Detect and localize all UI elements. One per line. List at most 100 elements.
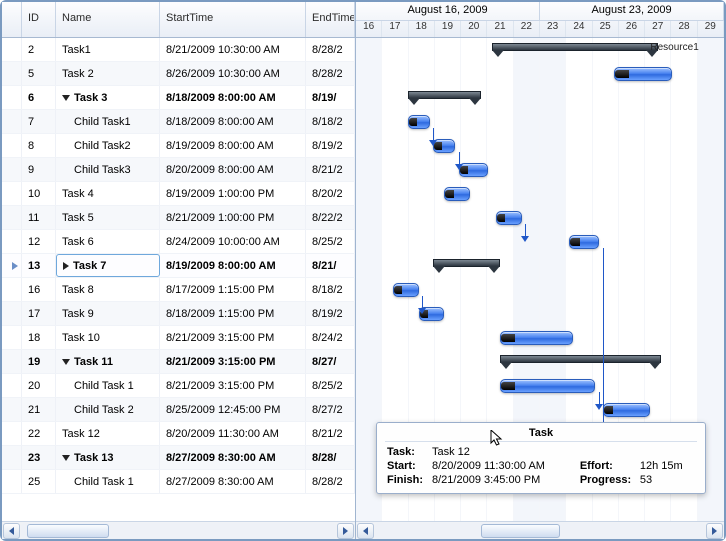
table-row[interactable]: 22Task 128/20/2009 11:30:00 AM8/21/2 — [2, 422, 355, 446]
table-row[interactable]: 20Child Task 18/21/2009 3:15:00 PM8/25/2 — [2, 374, 355, 398]
cell-end: 8/28/2 — [306, 470, 355, 493]
cell-id: 20 — [22, 374, 56, 397]
table-row[interactable]: 13Task 78/19/2009 8:00:00 AM8/21/ — [2, 254, 355, 278]
task-bar[interactable] — [603, 403, 651, 417]
cell-start: 8/21/2009 3:15:00 PM — [160, 326, 306, 349]
cell-name[interactable]: Task 7 — [56, 254, 160, 277]
cell-end: 8/25/2 — [306, 374, 355, 397]
cell-name[interactable]: Child Task2 — [56, 134, 160, 157]
cell-name[interactable]: Child Task 2 — [56, 398, 160, 421]
task-bar[interactable] — [444, 187, 470, 201]
cell-name[interactable]: Task1 — [56, 38, 160, 61]
timeline-row — [356, 86, 724, 110]
expand-icon[interactable] — [62, 359, 70, 365]
summary-bar[interactable] — [433, 259, 499, 267]
task-tooltip: Task Task: Task 12 Start: 8/20/2009 11:3… — [376, 422, 706, 494]
row-marker — [2, 182, 22, 205]
cell-end: 8/18/2 — [306, 278, 355, 301]
summary-bar[interactable] — [500, 355, 662, 363]
expand-icon[interactable] — [62, 455, 70, 461]
task-bar[interactable] — [408, 115, 430, 129]
col-end[interactable]: EndTime — [306, 2, 355, 37]
cell-name[interactable]: Task 10 — [56, 326, 160, 349]
cell-name[interactable]: Child Task3 — [56, 158, 160, 181]
cell-name[interactable]: Task 13 — [56, 446, 160, 469]
grid-hscrollbar[interactable] — [2, 521, 355, 539]
cell-end: 8/21/2 — [306, 158, 355, 181]
table-row[interactable]: 21Child Task 28/25/2009 12:45:00 PM8/27/… — [2, 398, 355, 422]
table-row[interactable]: 9Child Task38/20/2009 8:00:00 AM8/21/2 — [2, 158, 355, 182]
cell-name[interactable]: Task 2 — [56, 62, 160, 85]
cell-name[interactable]: Task 5 — [56, 206, 160, 229]
task-bar[interactable] — [614, 67, 673, 81]
scroll-right-button[interactable] — [706, 523, 723, 539]
row-marker — [2, 398, 22, 421]
tooltip-finish: 8/21/2009 3:45:00 PM — [430, 473, 578, 487]
table-row[interactable]: 18Task 108/21/2009 3:15:00 PM8/24/2 — [2, 326, 355, 350]
dependency-link — [433, 128, 434, 140]
summary-bar[interactable] — [492, 43, 658, 51]
expand-icon[interactable] — [62, 95, 70, 101]
cell-name[interactable]: Child Task 1 — [56, 374, 160, 397]
cell-name[interactable]: Task 3 — [56, 86, 160, 109]
cell-name[interactable]: Task 9 — [56, 302, 160, 325]
dependency-arrow-icon — [521, 236, 529, 242]
scroll-right-button[interactable] — [337, 523, 354, 539]
task-bar[interactable] — [500, 331, 574, 345]
col-id[interactable]: ID — [22, 2, 56, 37]
table-row[interactable]: 5Task 28/26/2009 10:30:00 AM8/28/2 — [2, 62, 355, 86]
cell-name[interactable]: Task 6 — [56, 230, 160, 253]
dependency-link — [525, 224, 526, 236]
table-row[interactable]: 8Child Task28/19/2009 8:00:00 AM8/19/2 — [2, 134, 355, 158]
grid-body[interactable]: 2Task18/21/2009 10:30:00 AM8/28/25Task 2… — [2, 38, 355, 521]
timeline-row — [356, 254, 724, 278]
task-bar[interactable] — [496, 211, 522, 225]
task-bar[interactable] — [569, 235, 598, 249]
day-label: 24 — [566, 21, 592, 37]
table-row[interactable]: 12Task 68/24/2009 10:00:00 AM8/25/2 — [2, 230, 355, 254]
cell-name[interactable]: Child Task1 — [56, 110, 160, 133]
table-row[interactable]: 19Task 118/21/2009 3:15:00 PM8/27/ — [2, 350, 355, 374]
scroll-track[interactable] — [375, 523, 705, 539]
scroll-left-button[interactable] — [357, 523, 374, 539]
col-start[interactable]: StartTime — [160, 2, 306, 37]
table-row[interactable]: 7Child Task18/18/2009 8:00:00 AM8/18/2 — [2, 110, 355, 134]
cell-start: 8/27/2009 8:30:00 AM — [160, 446, 306, 469]
table-row[interactable]: 23Task 138/27/2009 8:30:00 AM8/28/ — [2, 446, 355, 470]
task-bar[interactable] — [500, 379, 596, 393]
task-name: Task 13 — [74, 452, 114, 464]
timeline-hscrollbar[interactable] — [356, 521, 724, 539]
scroll-thumb[interactable] — [27, 524, 109, 538]
scroll-track[interactable] — [21, 523, 336, 539]
cell-id: 22 — [22, 422, 56, 445]
table-row[interactable]: 11Task 58/21/2009 1:00:00 PM8/22/2 — [2, 206, 355, 230]
cell-end: 8/19/2 — [306, 134, 355, 157]
day-label: 21 — [487, 21, 513, 37]
progress-fill — [501, 382, 515, 390]
task-bar[interactable] — [393, 283, 419, 297]
table-row[interactable]: 16Task 88/17/2009 1:15:00 PM8/18/2 — [2, 278, 355, 302]
scroll-thumb[interactable] — [481, 524, 560, 538]
tooltip-start: 8/20/2009 11:30:00 AM — [430, 459, 578, 473]
summary-bar[interactable] — [408, 91, 482, 99]
expand-icon[interactable] — [63, 262, 69, 270]
cell-name[interactable]: Task 8 — [56, 278, 160, 301]
resource-label: Resource1 — [650, 42, 698, 53]
day-label: 17 — [382, 21, 408, 37]
table-row[interactable]: 2Task18/21/2009 10:30:00 AM8/28/2 — [2, 38, 355, 62]
task-bar[interactable] — [459, 163, 488, 177]
scroll-left-button[interactable] — [3, 523, 20, 539]
table-row[interactable]: 25Child Task 18/27/2009 8:30:00 AM8/28/2 — [2, 470, 355, 494]
cell-name[interactable]: Task 11 — [56, 350, 160, 373]
timeline-body[interactable]: Resource1 Task Task: Task 12 Start: 8/20… — [356, 38, 724, 521]
col-name[interactable]: Name — [56, 2, 160, 37]
tooltip-table: Task: Task 12 Start: 8/20/2009 11:30:00 … — [385, 445, 697, 487]
timeline-row — [356, 134, 724, 158]
cell-name[interactable]: Child Task 1 — [56, 470, 160, 493]
table-row[interactable]: 10Task 48/19/2009 1:00:00 PM8/20/2 — [2, 182, 355, 206]
table-row[interactable]: 17Task 98/18/2009 1:15:00 PM8/19/2 — [2, 302, 355, 326]
timeline-pane: August 16, 2009August 23, 2009 161718192… — [356, 2, 724, 539]
cell-name[interactable]: Task 4 — [56, 182, 160, 205]
table-row[interactable]: 6Task 38/18/2009 8:00:00 AM8/19/ — [2, 86, 355, 110]
cell-name[interactable]: Task 12 — [56, 422, 160, 445]
